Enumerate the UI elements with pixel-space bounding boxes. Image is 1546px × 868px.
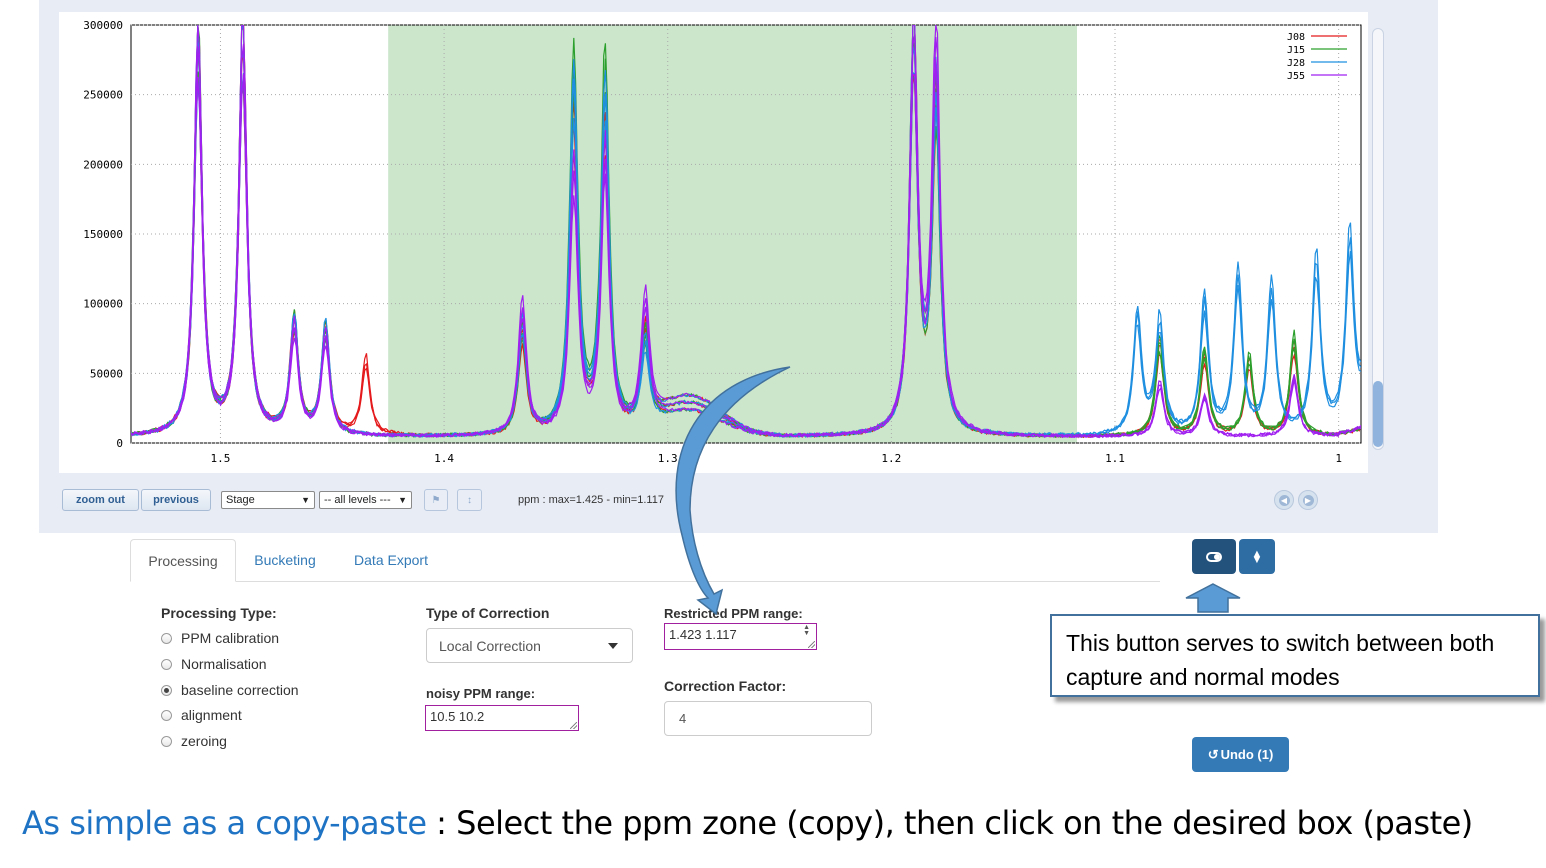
y-tick-label: 250000 bbox=[83, 89, 123, 102]
slider-thumb[interactable] bbox=[1373, 381, 1383, 447]
resize-grip-icon[interactable] bbox=[808, 641, 815, 648]
radio-label: alignment bbox=[181, 707, 242, 723]
y-tick-label: 0 bbox=[116, 437, 123, 450]
tab-bucketing[interactable]: Bucketing bbox=[254, 552, 316, 568]
correction-type-label: Type of Correction bbox=[426, 605, 550, 621]
radio-label: PPM calibration bbox=[181, 630, 280, 646]
noisy-range-label: noisy PPM range: bbox=[426, 686, 536, 701]
tab-processing[interactable]: Processing bbox=[130, 539, 236, 582]
legend-label: J15 bbox=[1287, 45, 1305, 56]
tab-bar: Processing Bucketing Data Export bbox=[130, 539, 1160, 582]
radio-alignment[interactable]: alignment bbox=[161, 707, 242, 723]
legend-label: J28 bbox=[1287, 58, 1305, 69]
stage-select-value: Stage bbox=[226, 494, 255, 506]
restricted-range-field[interactable]: 1.423 1.117 ▲ ▼ bbox=[664, 623, 817, 650]
vertical-zoom-slider[interactable] bbox=[1372, 28, 1384, 450]
callout-note: This button serves to switch between bot… bbox=[1050, 614, 1540, 697]
noisy-range-value: 10.5 10.2 bbox=[430, 709, 485, 724]
y-tick-label: 200000 bbox=[83, 158, 123, 171]
ppm-range-info: ppm : max=1.425 - min=1.117 bbox=[518, 494, 664, 506]
y-tick-label: 50000 bbox=[90, 367, 123, 380]
zoom-out-button[interactable]: zoom out bbox=[62, 489, 139, 511]
caption-rest: : Select the ppm zone (copy), then click… bbox=[426, 804, 1473, 842]
radio-icon[interactable] bbox=[161, 735, 172, 747]
correction-factor-label: Correction Factor: bbox=[664, 678, 787, 694]
radio-icon[interactable] bbox=[161, 658, 172, 670]
processing-type-label: Processing Type: bbox=[161, 605, 277, 621]
y-tick-label: 100000 bbox=[83, 298, 123, 311]
radio-icon[interactable] bbox=[161, 709, 172, 721]
levels-select-value: -- all levels --- bbox=[324, 494, 391, 506]
x-tick-label: 1.5 bbox=[211, 452, 231, 465]
select-arrow-icon: ▼ bbox=[301, 495, 310, 505]
y-tick-label: 300000 bbox=[83, 19, 123, 32]
toggle-icon bbox=[1206, 551, 1222, 562]
caption: As simple as a copy-paste : Select the p… bbox=[22, 804, 1473, 842]
capture-mode-toggle-button[interactable] bbox=[1192, 539, 1236, 574]
restricted-range-label: Restricted PPM range: bbox=[664, 606, 803, 621]
y-tick-label: 150000 bbox=[83, 228, 123, 241]
select-arrow-icon: ▼ bbox=[398, 495, 407, 505]
nmr-spectrum-chart[interactable]: 0 50000 100000 150000 200000 250000 300000 1.5 1… bbox=[59, 12, 1371, 477]
correction-factor-input[interactable]: 4 bbox=[664, 701, 872, 736]
radio-label: baseline correction bbox=[181, 682, 299, 698]
legend-label: J08 bbox=[1287, 32, 1305, 43]
correction-type-value: Local Correction bbox=[439, 637, 541, 654]
radio-normalisation[interactable]: Normalisation bbox=[161, 656, 267, 672]
caret-down-icon bbox=[608, 642, 618, 649]
back-circle-icon[interactable]: ◀ bbox=[1274, 490, 1294, 510]
radio-label: zeroing bbox=[181, 733, 227, 749]
radio-checked-icon[interactable] bbox=[161, 684, 172, 696]
undo-button[interactable]: ↺ Undo (1) bbox=[1192, 737, 1289, 772]
legend-label: J55 bbox=[1287, 71, 1305, 82]
radio-ppm-calibration[interactable]: PPM calibration bbox=[161, 630, 279, 646]
restricted-range-value: 1.423 1.117 bbox=[669, 627, 737, 642]
previous-button[interactable]: previous bbox=[141, 489, 211, 511]
vertical-sort-button[interactable]: ▲ ▼ bbox=[1239, 539, 1275, 574]
x-tick-label: 1.1 bbox=[1105, 452, 1125, 465]
radio-icon[interactable] bbox=[161, 632, 172, 644]
caption-highlight: As simple as a copy-paste bbox=[22, 804, 427, 842]
vertical-resize-icon[interactable]: ↕ bbox=[457, 489, 482, 511]
radio-baseline-correction[interactable]: baseline correction bbox=[161, 682, 299, 698]
x-tick-label: 1.4 bbox=[434, 452, 454, 465]
undo-label: Undo (1) bbox=[1220, 747, 1274, 762]
flag-icon[interactable]: ⚑ bbox=[424, 489, 448, 511]
correction-factor-value: 4 bbox=[679, 711, 687, 726]
stage-select[interactable]: Stage ▼ bbox=[221, 491, 315, 509]
tab-data-export[interactable]: Data Export bbox=[354, 552, 428, 568]
forward-circle-icon[interactable]: ▶ bbox=[1298, 490, 1318, 510]
noisy-range-field[interactable]: 10.5 10.2 bbox=[425, 705, 579, 731]
x-tick-label: 1.3 bbox=[658, 452, 678, 465]
radio-label: Normalisation bbox=[181, 656, 267, 672]
nav-buttons: ◀ ▶ bbox=[1274, 490, 1329, 512]
resize-grip-icon[interactable] bbox=[570, 722, 577, 729]
sort-icon: ▲ ▼ bbox=[1251, 547, 1263, 566]
radio-zeroing[interactable]: zeroing bbox=[161, 733, 227, 749]
x-tick-label: 1 bbox=[1335, 452, 1342, 465]
correction-type-select[interactable]: Local Correction bbox=[426, 628, 633, 663]
spinner-icon[interactable]: ▲ ▼ bbox=[803, 624, 810, 637]
undo-icon: ↺ bbox=[1207, 746, 1219, 762]
x-tick-label: 1.2 bbox=[881, 452, 901, 465]
up-arrow bbox=[1185, 583, 1241, 613]
levels-select[interactable]: -- all levels --- ▼ bbox=[319, 491, 412, 509]
